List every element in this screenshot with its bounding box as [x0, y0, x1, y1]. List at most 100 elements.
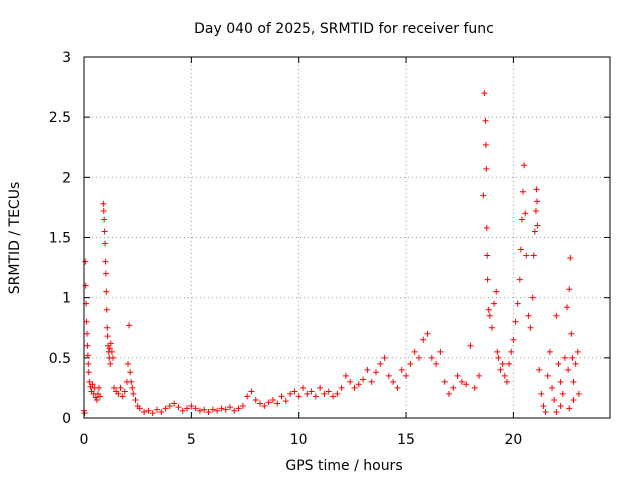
data-point [437, 348, 444, 355]
data-point [222, 406, 229, 413]
data-point [553, 408, 560, 415]
data-point [499, 360, 506, 367]
data-point [441, 378, 448, 385]
data-point [330, 393, 337, 400]
data-point [136, 405, 143, 412]
data-point [205, 408, 212, 415]
data-point [433, 360, 440, 367]
data-point [484, 276, 491, 283]
data-point [342, 372, 349, 379]
data-point [244, 393, 251, 400]
data-point [81, 410, 88, 417]
data-point [127, 369, 134, 376]
data-points [81, 90, 582, 417]
data-point [557, 402, 564, 409]
data-point [533, 186, 540, 193]
data-point [317, 384, 324, 391]
data-point [494, 348, 501, 355]
chart-title: Day 040 of 2025, SRMTID for receiver fun… [194, 21, 494, 37]
data-point [83, 318, 90, 325]
data-point [482, 141, 489, 148]
plot-frame [83, 56, 611, 419]
x-axis-label: GPS time / hours [285, 458, 402, 474]
y-tick-label: 2 [62, 170, 71, 186]
data-point [542, 408, 549, 415]
data-point [85, 369, 92, 376]
data-point [269, 396, 276, 403]
data-point [483, 224, 490, 231]
data-point [109, 354, 116, 361]
data-point [566, 286, 573, 293]
tick-labels: 0 5 10 15 20 0 0.5 1 1.5 2 2.5 3 [49, 50, 523, 448]
data-point [257, 400, 264, 407]
data-point [420, 336, 427, 343]
data-point [158, 408, 165, 415]
data-point [483, 165, 490, 172]
data-point [501, 372, 508, 379]
data-point [415, 354, 422, 361]
data-point [291, 388, 298, 395]
data-point [510, 336, 517, 343]
data-point [471, 384, 478, 391]
data-point [377, 360, 384, 367]
y-tick-label: 0.5 [49, 351, 71, 367]
data-point [102, 240, 109, 247]
data-point [84, 330, 91, 337]
data-point [226, 404, 233, 411]
data-point [364, 366, 371, 373]
data-point [235, 405, 242, 412]
data-point [278, 393, 285, 400]
data-point [100, 200, 107, 207]
data-point [536, 366, 543, 373]
x-tick-label: 20 [504, 432, 522, 448]
data-point [239, 402, 246, 409]
x-tick-label: 15 [397, 432, 415, 448]
data-point [555, 360, 562, 367]
data-point [559, 390, 566, 397]
data-point [209, 406, 216, 413]
data-point [403, 372, 410, 379]
data-point [201, 406, 208, 413]
data-point [287, 390, 294, 397]
data-point [568, 330, 575, 337]
data-point [218, 405, 225, 412]
data-point [97, 393, 104, 400]
data-point [119, 393, 126, 400]
data-point [153, 406, 160, 413]
data-point [117, 384, 124, 391]
data-point [549, 384, 556, 391]
data-point [102, 270, 109, 277]
data-point [184, 405, 191, 412]
data-point [334, 390, 341, 397]
x-tick-label: 5 [187, 432, 196, 448]
data-point [355, 381, 362, 388]
data-point [166, 402, 173, 409]
data-point [570, 396, 577, 403]
data-point [534, 198, 541, 205]
data-point [107, 360, 114, 367]
data-point [96, 384, 103, 391]
data-point [570, 378, 577, 385]
data-point [360, 376, 367, 383]
data-point [338, 384, 345, 391]
data-point [214, 407, 221, 414]
data-point [476, 372, 483, 379]
data-point [561, 354, 568, 361]
data-point [512, 318, 519, 325]
data-point [106, 345, 113, 352]
data-point [530, 252, 537, 259]
data-point [534, 222, 541, 229]
y-tick-label: 2.5 [49, 110, 71, 126]
data-point [175, 404, 182, 411]
data-point [484, 252, 491, 259]
data-point [381, 354, 388, 361]
data-point [188, 402, 195, 409]
data-point [491, 300, 498, 307]
data-point [493, 288, 500, 295]
data-point [488, 324, 495, 331]
data-point [527, 324, 534, 331]
data-point [171, 400, 178, 407]
data-point [196, 407, 203, 414]
